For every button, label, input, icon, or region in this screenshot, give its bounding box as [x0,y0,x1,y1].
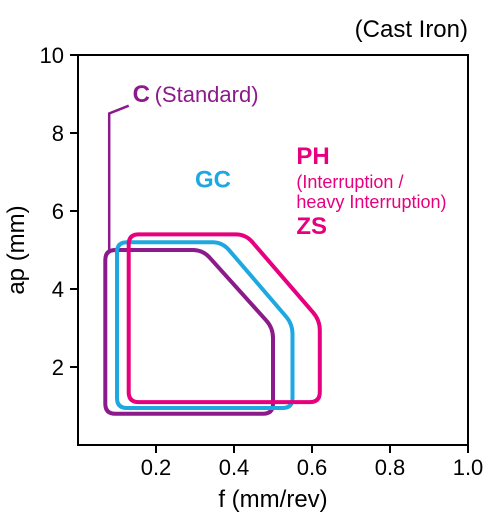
label-ph-sub1: (Interruption / [296,172,403,192]
leader-c [109,106,129,250]
region-gc [117,242,293,408]
y-tick-label: 10 [40,43,64,68]
chart-svg: 0.2 0.4 0.6 0.8 1.0 2 4 6 8 10 f (mm/rev) ap (mm) (C… [0,0,500,527]
x-tick-label: 0.6 [297,455,328,480]
label-c-sub: (Standard) [155,82,259,107]
label-gc: GC [195,167,231,194]
chart-container: 0.2 0.4 0.6 0.8 1.0 2 4 6 8 10 f (mm/rev) ap (mm) (C… [0,0,500,527]
x-axis-label: f (mm/rev) [218,486,327,513]
y-tick-label: 2 [52,355,64,380]
label-ph: PH [296,143,329,170]
x-tick-label: 1.0 [453,455,484,480]
x-tick-label: 0.2 [141,455,172,480]
chart-title: (Cast Iron) [355,16,468,43]
label-zs: ZS [296,213,327,240]
label-c-main: C [133,81,150,108]
y-tick-label: 8 [52,121,64,146]
y-tick-label: 4 [52,277,64,302]
y-axis-label: ap (mm) [3,205,30,294]
x-tick-label: 0.4 [219,455,250,480]
y-tick-label: 6 [52,199,64,224]
x-tick-label: 0.8 [375,455,406,480]
label-ph-sub2: heavy Interruption) [296,192,446,212]
